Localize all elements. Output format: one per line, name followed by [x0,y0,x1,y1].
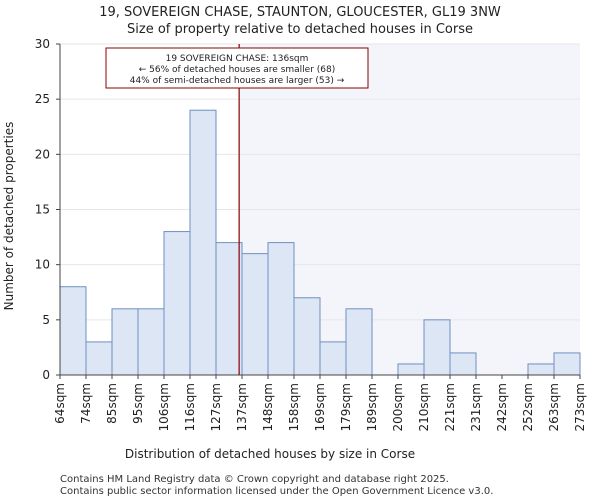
x-tick-label: 127sqm [209,383,223,431]
footer-line-2: Contains public sector information licen… [60,486,493,497]
chart-subtitle: Size of property relative to detached ho… [127,22,473,37]
bar-95sqm [137,308,165,376]
bar-179sqm [345,308,373,376]
y-tick-label: 30 [35,37,50,51]
bar-64sqm [59,286,87,376]
x-tick-label: 210sqm [417,383,431,431]
annotation-line-2: ← 56% of detached houses are smaller (68… [139,65,336,75]
bar-116sqm [189,109,217,376]
x-tick-label: 85sqm [105,383,119,424]
bar-158sqm [293,297,321,376]
x-tick-label: 263sqm [547,383,561,431]
bar-263sqm [553,352,581,376]
x-tick-label: 137sqm [235,383,249,431]
annotation-box [105,47,369,89]
x-tick-label: 158sqm [287,383,301,431]
y-axis-label: Number of detached properties [2,122,16,311]
x-tick-label: 242sqm [495,383,509,431]
y-tick-label: 20 [35,147,50,161]
y-tick-label: 0 [42,368,50,382]
x-tick-label: 231sqm [469,383,483,431]
x-tick-label: 169sqm [313,383,327,431]
y-tick-label: 15 [35,203,50,217]
x-tick-label: 252sqm [521,383,535,431]
x-tick-label: 179sqm [339,383,353,431]
y-tick-label: 25 [35,92,50,106]
bar-221sqm [449,352,477,376]
x-tick-label: 273sqm [573,383,587,431]
annotation-line-3: 44% of semi-detached houses are larger (… [130,76,345,86]
annotation-line-1: 19 SOVEREIGN CHASE: 136sqm [166,54,309,64]
x-tick-label: 74sqm [79,383,93,424]
x-tick-label: 64sqm [53,383,67,424]
x-tick-label: 116sqm [183,383,197,431]
chart-title: 19, SOVEREIGN CHASE, STAUNTON, GLOUCESTE… [99,5,501,20]
x-tick-label: 221sqm [443,383,457,431]
bar-252sqm [527,363,555,376]
bar-137sqm [241,253,269,376]
bar-127sqm [215,242,243,376]
x-tick-label: 200sqm [391,383,405,431]
bar-210sqm [423,319,451,376]
marker-annotation: 19 SOVEREIGN CHASE: 136sqm ← 56% of deta… [105,47,369,89]
y-tick-label: 10 [35,258,50,272]
plot-area: 0 5 10 15 20 25 30 64sqm 74sqm 85sqm 95sqm 106sqm 11… [35,37,587,431]
bar-74sqm [85,341,113,376]
x-tick-label: 95sqm [131,383,145,424]
y-tick-label: 5 [42,313,50,327]
x-tick-label: 148sqm [261,383,275,431]
bar-106sqm [163,231,191,376]
footer-line-1: Contains HM Land Registry data © Crown c… [60,474,449,485]
x-tick-label: 189sqm [365,383,379,431]
bar-169sqm [319,341,347,376]
bar-85sqm [111,308,139,376]
bar-200sqm [397,363,425,376]
x-axis-label: Distribution of detached houses by size … [125,447,415,461]
x-tick-label: 106sqm [157,383,171,431]
bar-148sqm [267,242,295,376]
